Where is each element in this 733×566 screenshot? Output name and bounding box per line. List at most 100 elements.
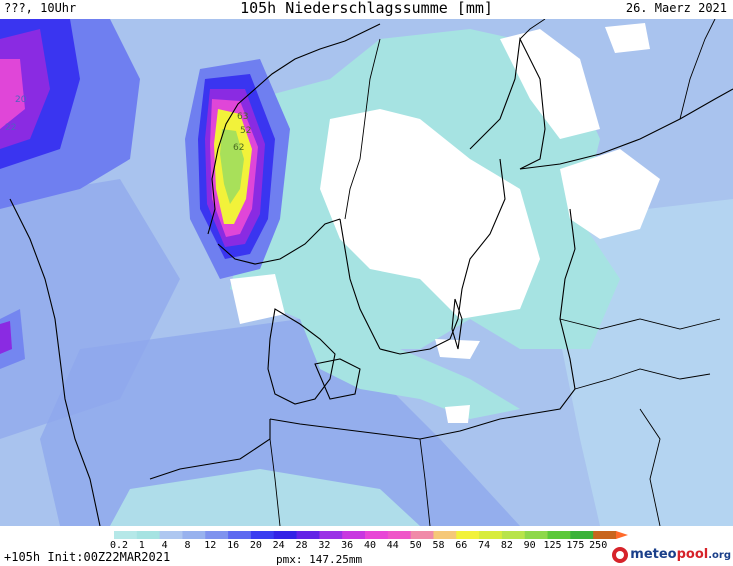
- field-magenta-west: [0, 59, 25, 129]
- legend-tick-label: 16: [227, 540, 240, 551]
- legend-overflow-arrow: [616, 531, 628, 539]
- precipitation-map: 20 22 63 52 62: [0, 19, 733, 526]
- border-germany-poland: [419, 438, 431, 526]
- footer: 0.2 1 4 8 12 16 20 24 28 32 36 40 44 50 58 66 74 82 90 125 1…: [0, 526, 733, 566]
- coast-baltic-east: [529, 208, 576, 415]
- meteopool-logo-icon: [612, 547, 629, 563]
- coast-sweden-east: [379, 158, 506, 355]
- field-teal-southwest: [110, 469, 420, 526]
- legend-tick-label: 175: [566, 540, 585, 551]
- field-dry-northeast: [605, 23, 650, 53]
- border-poland-east: [639, 408, 661, 526]
- label-20-west: 20: [15, 95, 27, 105]
- label-63-norway: 63: [237, 112, 248, 122]
- legend-cell: [159, 531, 183, 539]
- field-green-norway: [220, 129, 244, 204]
- coast-denmark: [267, 308, 336, 405]
- contour-labels: 20 22: [5, 95, 27, 133]
- meteopool-logo[interactable]: meteopool.org: [612, 546, 731, 564]
- coast-finland: [519, 88, 733, 170]
- legend-cell: [273, 531, 298, 539]
- legend-cell: [365, 531, 389, 539]
- legend-cell: [342, 531, 366, 539]
- legend-cell: [182, 531, 206, 539]
- border-sweden-finland: [519, 19, 546, 40]
- legend-cell: [114, 531, 138, 539]
- legend-cell: [547, 531, 571, 539]
- legend-tick-label: 82: [500, 540, 513, 551]
- legend-tick-label: 66: [455, 540, 468, 551]
- border-baltic-states: [559, 318, 721, 330]
- field-dry-sweden: [320, 109, 540, 319]
- label-22-west: 22: [5, 123, 16, 133]
- init-time: +105h Init:00Z22MAR2021: [4, 550, 171, 564]
- legend-cell: [524, 531, 549, 539]
- coast-sweden-west: [339, 218, 381, 350]
- legend-cell: [250, 531, 275, 539]
- legend-cell: [570, 531, 594, 539]
- coast-uk-east: [9, 198, 101, 526]
- legend-cell: [501, 531, 526, 539]
- legend-tick-label: 250: [589, 540, 608, 551]
- field-medium-south: [40, 319, 520, 526]
- border-lithuania: [574, 368, 711, 390]
- legend-cell: [456, 531, 480, 539]
- legend-tick-label: 74: [478, 540, 491, 551]
- legend-tick-label: 0.2: [109, 540, 129, 551]
- map-title: 105h Niederschlagssumme [mm]: [240, 0, 493, 17]
- border-germany-netherlands: [269, 438, 281, 526]
- legend-tick-label: 125: [543, 540, 562, 551]
- legend-tick-label: 32: [318, 540, 331, 551]
- coast-netherlands: [149, 419, 271, 480]
- borders: [269, 19, 721, 526]
- legend-cell: [205, 531, 229, 539]
- legend-ticks: 0.2 1 4 8 12 16 20 24 28 32 36 40 44 50 58 66 74 82 90 125 1…: [0, 540, 733, 552]
- field-dry-baltic-south: [445, 405, 470, 423]
- legend-cell: [479, 531, 503, 539]
- legend-colorbar: [114, 531, 628, 539]
- coast-germany-poland: [269, 413, 531, 440]
- legend-tick-label: 50: [409, 540, 422, 551]
- coast-gotland: [451, 298, 463, 350]
- legend-tick-label: 8: [184, 540, 191, 551]
- border-norway-sweden: [344, 38, 381, 220]
- map-canvas: 20 22 63 52 62: [0, 19, 733, 526]
- legend-tick-label: 36: [341, 540, 354, 551]
- valid-time: ???, 10Uhr: [4, 1, 77, 15]
- border-finland-russia: [679, 19, 716, 120]
- legend-tick-label: 44: [386, 540, 399, 551]
- meteopool-logo-text: meteopool.org: [630, 547, 731, 562]
- legend-cell: [228, 531, 252, 539]
- legend-tick-label: 1: [138, 540, 145, 551]
- legend-cell: [593, 531, 617, 539]
- max-precipitation: pmx: 147.25mm: [276, 553, 363, 566]
- legend-tick-label: 4: [161, 540, 168, 551]
- legend-tick-label: 12: [204, 540, 217, 551]
- legend-tick-label: 58: [432, 540, 445, 551]
- field-teal-baltic: [300, 319, 520, 419]
- coast-norway: [207, 23, 381, 235]
- header: ???, 10Uhr 105h Niederschlagssumme [mm] …: [0, 0, 733, 19]
- coast-gulf-bothnia: [469, 37, 546, 170]
- valid-date: 26. Maerz 2021: [625, 1, 727, 15]
- field-dry-north: [500, 29, 600, 139]
- legend-tick-label: 40: [363, 540, 377, 551]
- legend-cell: [136, 531, 161, 539]
- field-medium-west: [0, 179, 180, 439]
- field-violet-coast-south: [0, 321, 12, 354]
- coastlines: [9, 23, 733, 526]
- label-52-norway: 52: [240, 126, 251, 136]
- legend-tick-label: 24: [272, 540, 285, 551]
- coast-denmark-islands: [314, 358, 361, 400]
- legend-cell: [387, 531, 412, 539]
- field-dry-finland: [560, 149, 660, 239]
- label-62-norway: 62: [233, 143, 244, 153]
- legend-cell: [433, 531, 457, 539]
- coast-norway-south: [217, 218, 341, 265]
- field-dry-skagerrak: [230, 274, 285, 324]
- legend-cell: [410, 531, 434, 539]
- legend-cell: [296, 531, 320, 539]
- legend-tick-label: 90: [523, 540, 536, 551]
- contour-labels-norway: 63 52 62: [233, 112, 251, 153]
- legend-cell: [319, 531, 343, 539]
